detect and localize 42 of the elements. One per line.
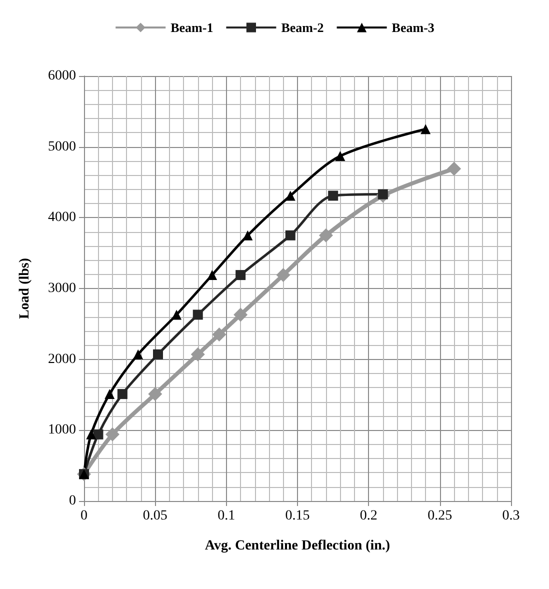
y-axis-title: Load (lbs) <box>18 258 32 320</box>
point <box>172 310 182 320</box>
point <box>285 190 296 201</box>
point <box>285 230 296 240</box>
x-tick-label: 0.05 <box>142 508 168 524</box>
legend-label: Beam-2 <box>281 20 324 35</box>
point <box>318 228 333 242</box>
point <box>86 429 96 440</box>
point <box>207 270 218 280</box>
point <box>153 349 164 360</box>
legend-label: Beam-3 <box>392 20 435 35</box>
point <box>328 190 338 201</box>
x-tick-label: 0.15 <box>285 508 310 524</box>
x-axis-title: Avg. Centerline Deflection (in.) <box>204 538 390 554</box>
point <box>335 151 346 162</box>
y-tick-label: 4000 <box>48 210 76 226</box>
x-tick-label: 0.3 <box>502 508 520 524</box>
x-tick-label: 0.2 <box>360 508 378 524</box>
point <box>104 389 115 400</box>
point <box>190 347 205 362</box>
point <box>276 268 290 282</box>
point <box>236 270 246 280</box>
y-tick-label: 6000 <box>48 68 76 84</box>
point <box>192 310 203 320</box>
y-tick-label: 0 <box>69 494 76 508</box>
y-tick-label: 2000 <box>48 352 76 367</box>
x-tick-label: 0.1 <box>218 508 236 524</box>
point <box>148 387 162 402</box>
x-tick-label: 0.25 <box>428 508 452 524</box>
point <box>242 230 253 240</box>
point <box>133 349 144 360</box>
x-tick-label: 0 <box>80 508 88 524</box>
y-tick-label: 3000 <box>48 281 76 296</box>
point <box>234 308 248 322</box>
point <box>420 124 431 134</box>
legend-label: Beam-1 <box>170 20 214 35</box>
point <box>105 427 120 442</box>
point <box>117 389 128 400</box>
point <box>447 162 462 176</box>
y-tick-label: 5000 <box>48 139 76 154</box>
point <box>212 328 226 342</box>
y-tick-label: 1000 <box>48 422 76 438</box>
